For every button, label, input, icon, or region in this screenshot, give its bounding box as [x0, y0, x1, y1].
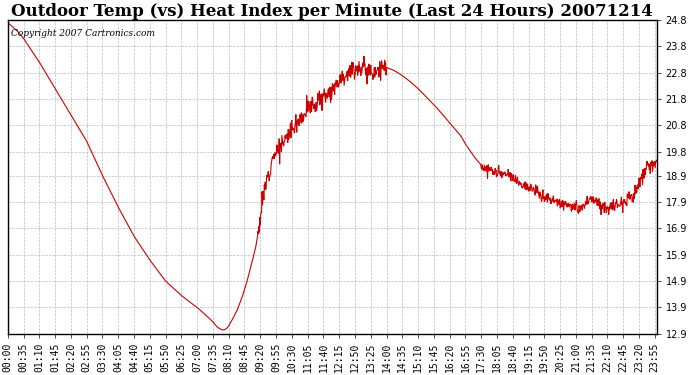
Title: Outdoor Temp (vs) Heat Index per Minute (Last 24 Hours) 20071214: Outdoor Temp (vs) Heat Index per Minute … [11, 3, 653, 20]
Text: Copyright 2007 Cartronics.com: Copyright 2007 Cartronics.com [11, 29, 155, 38]
